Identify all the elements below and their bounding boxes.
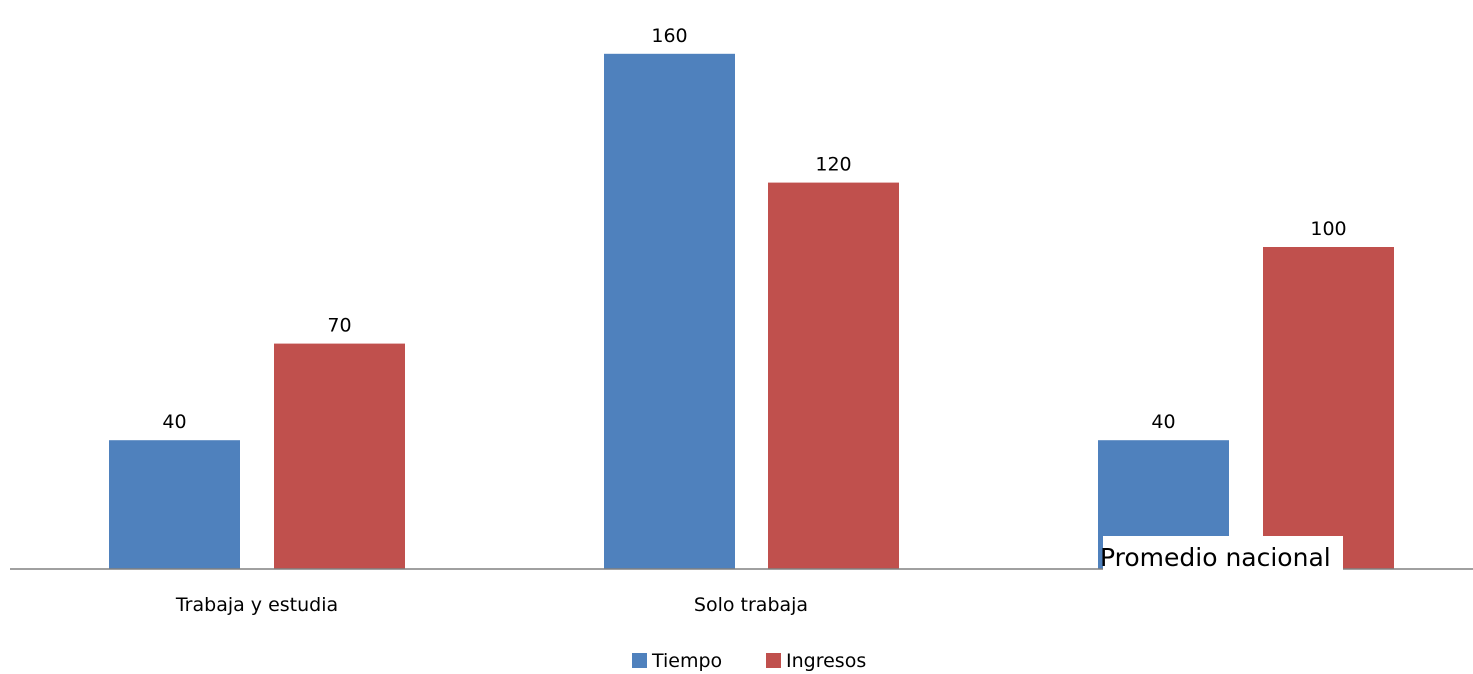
value-label-ingresos-0: 70 — [327, 315, 351, 337]
bars-layer — [109, 53, 1394, 570]
bar-ingresos-2 — [1263, 247, 1394, 569]
bar-ingresos-1 — [768, 182, 899, 569]
legend: Tiempo Ingresos — [632, 650, 866, 672]
legend-swatch-tiempo — [632, 653, 647, 668]
value-label-ingresos-2: 100 — [1310, 218, 1346, 240]
bar-ingresos-0 — [274, 343, 405, 569]
value-label-tiempo-0: 40 — [162, 411, 186, 433]
legend-swatch-ingresos — [766, 653, 781, 668]
value-label-tiempo-1: 160 — [651, 25, 687, 47]
legend-label-ingresos: Ingresos — [786, 650, 866, 672]
legend-label-tiempo: Tiempo — [651, 650, 722, 672]
value-label-tiempo-2: 40 — [1151, 411, 1175, 433]
value-label-ingresos-1: 120 — [815, 154, 851, 176]
annotation-group: Promedio nacional — [1100, 536, 1343, 572]
category-label-1: Solo trabaja — [694, 594, 808, 616]
annotation-promedio-nacional: Promedio nacional — [1100, 543, 1331, 572]
category-labels-layer: Trabaja y estudia Solo trabaja — [175, 594, 808, 616]
bar-tiempo-0 — [109, 440, 240, 569]
category-label-0: Trabaja y estudia — [175, 594, 338, 616]
value-labels-layer: 40 70 160 120 40 100 — [162, 25, 1346, 433]
bar-tiempo-1 — [604, 53, 735, 570]
annotation-background — [1103, 536, 1343, 571]
